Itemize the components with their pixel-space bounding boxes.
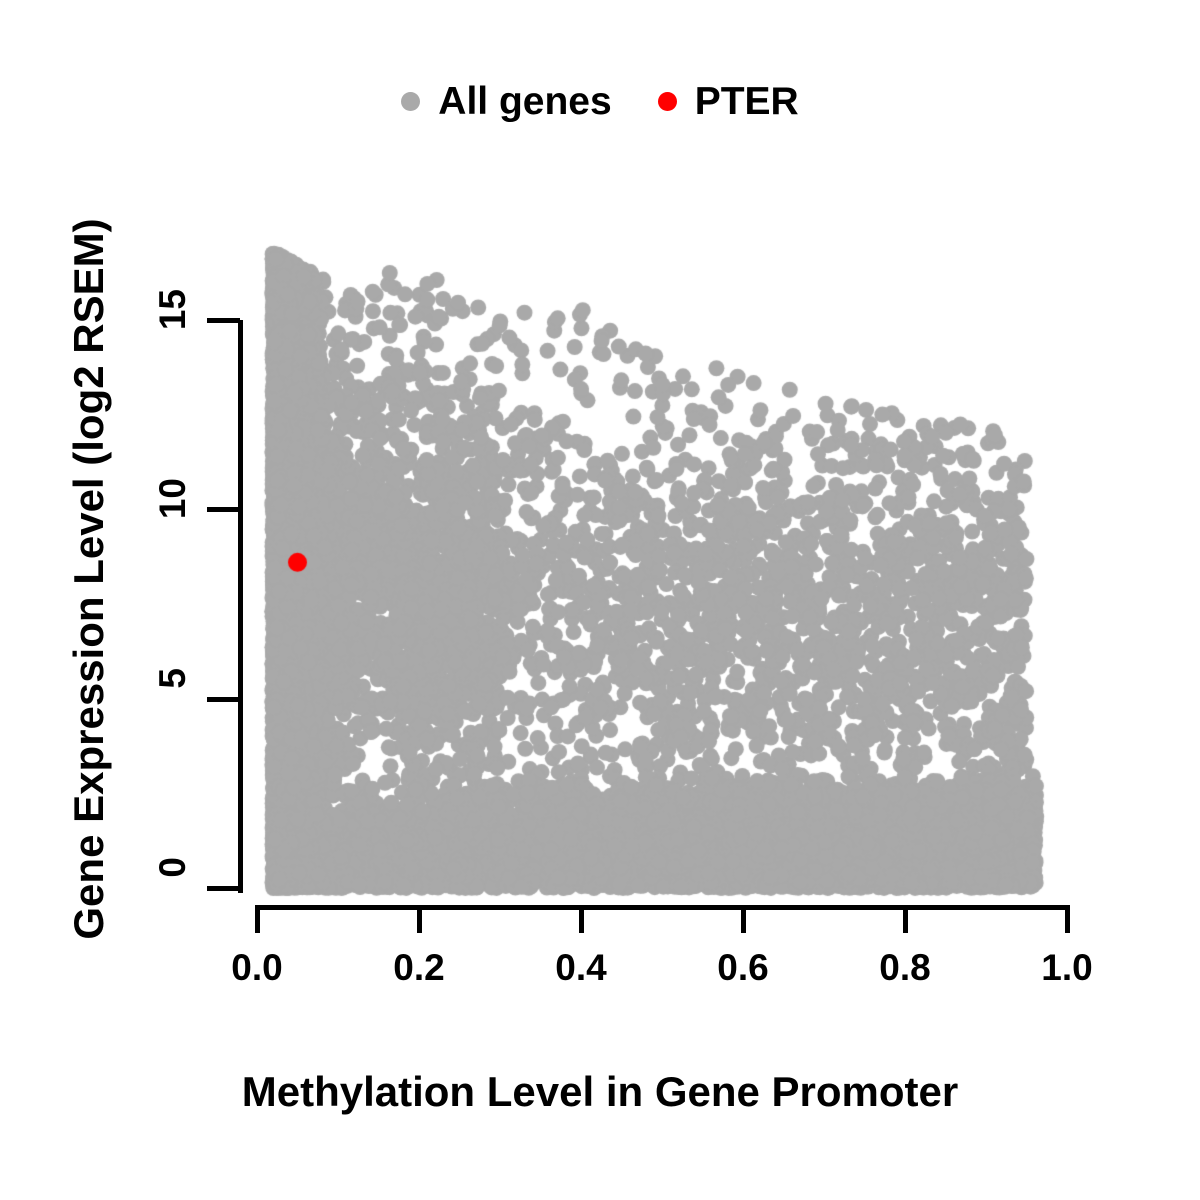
x-tick-label: 1.0: [1041, 947, 1093, 988]
y-axis-tick: [207, 886, 240, 891]
y-tick-label: 10: [152, 478, 193, 520]
x-axis-line: [257, 905, 1067, 910]
y-axis-tick: [207, 697, 240, 702]
x-tick-label: 0.0: [231, 947, 283, 988]
y-axis-line: [238, 320, 243, 893]
y-tick-label: 15: [152, 289, 193, 331]
x-tick-label: 0.6: [717, 947, 769, 988]
x-axis-tick: [417, 905, 422, 933]
x-axis-tick: [579, 905, 584, 933]
x-tick-label: 0.8: [879, 947, 931, 988]
x-axis-tick: [903, 905, 908, 933]
x-axis-tick: [1065, 905, 1070, 933]
x-tick-label: 0.2: [393, 947, 445, 988]
y-tick-label: 5: [152, 668, 193, 689]
y-axis-label: Gene Expression Level (log2 RSEM): [65, 218, 112, 940]
x-axis-tick: [741, 905, 746, 933]
x-tick-label: 0.4: [555, 947, 607, 988]
y-axis-tick: [207, 507, 240, 512]
x-axis-label: Methylation Level in Gene Promoter: [241, 1068, 959, 1115]
x-axis-tick: [255, 905, 260, 933]
y-axis-tick: [207, 318, 240, 323]
y-tick-label: 0: [152, 857, 193, 878]
